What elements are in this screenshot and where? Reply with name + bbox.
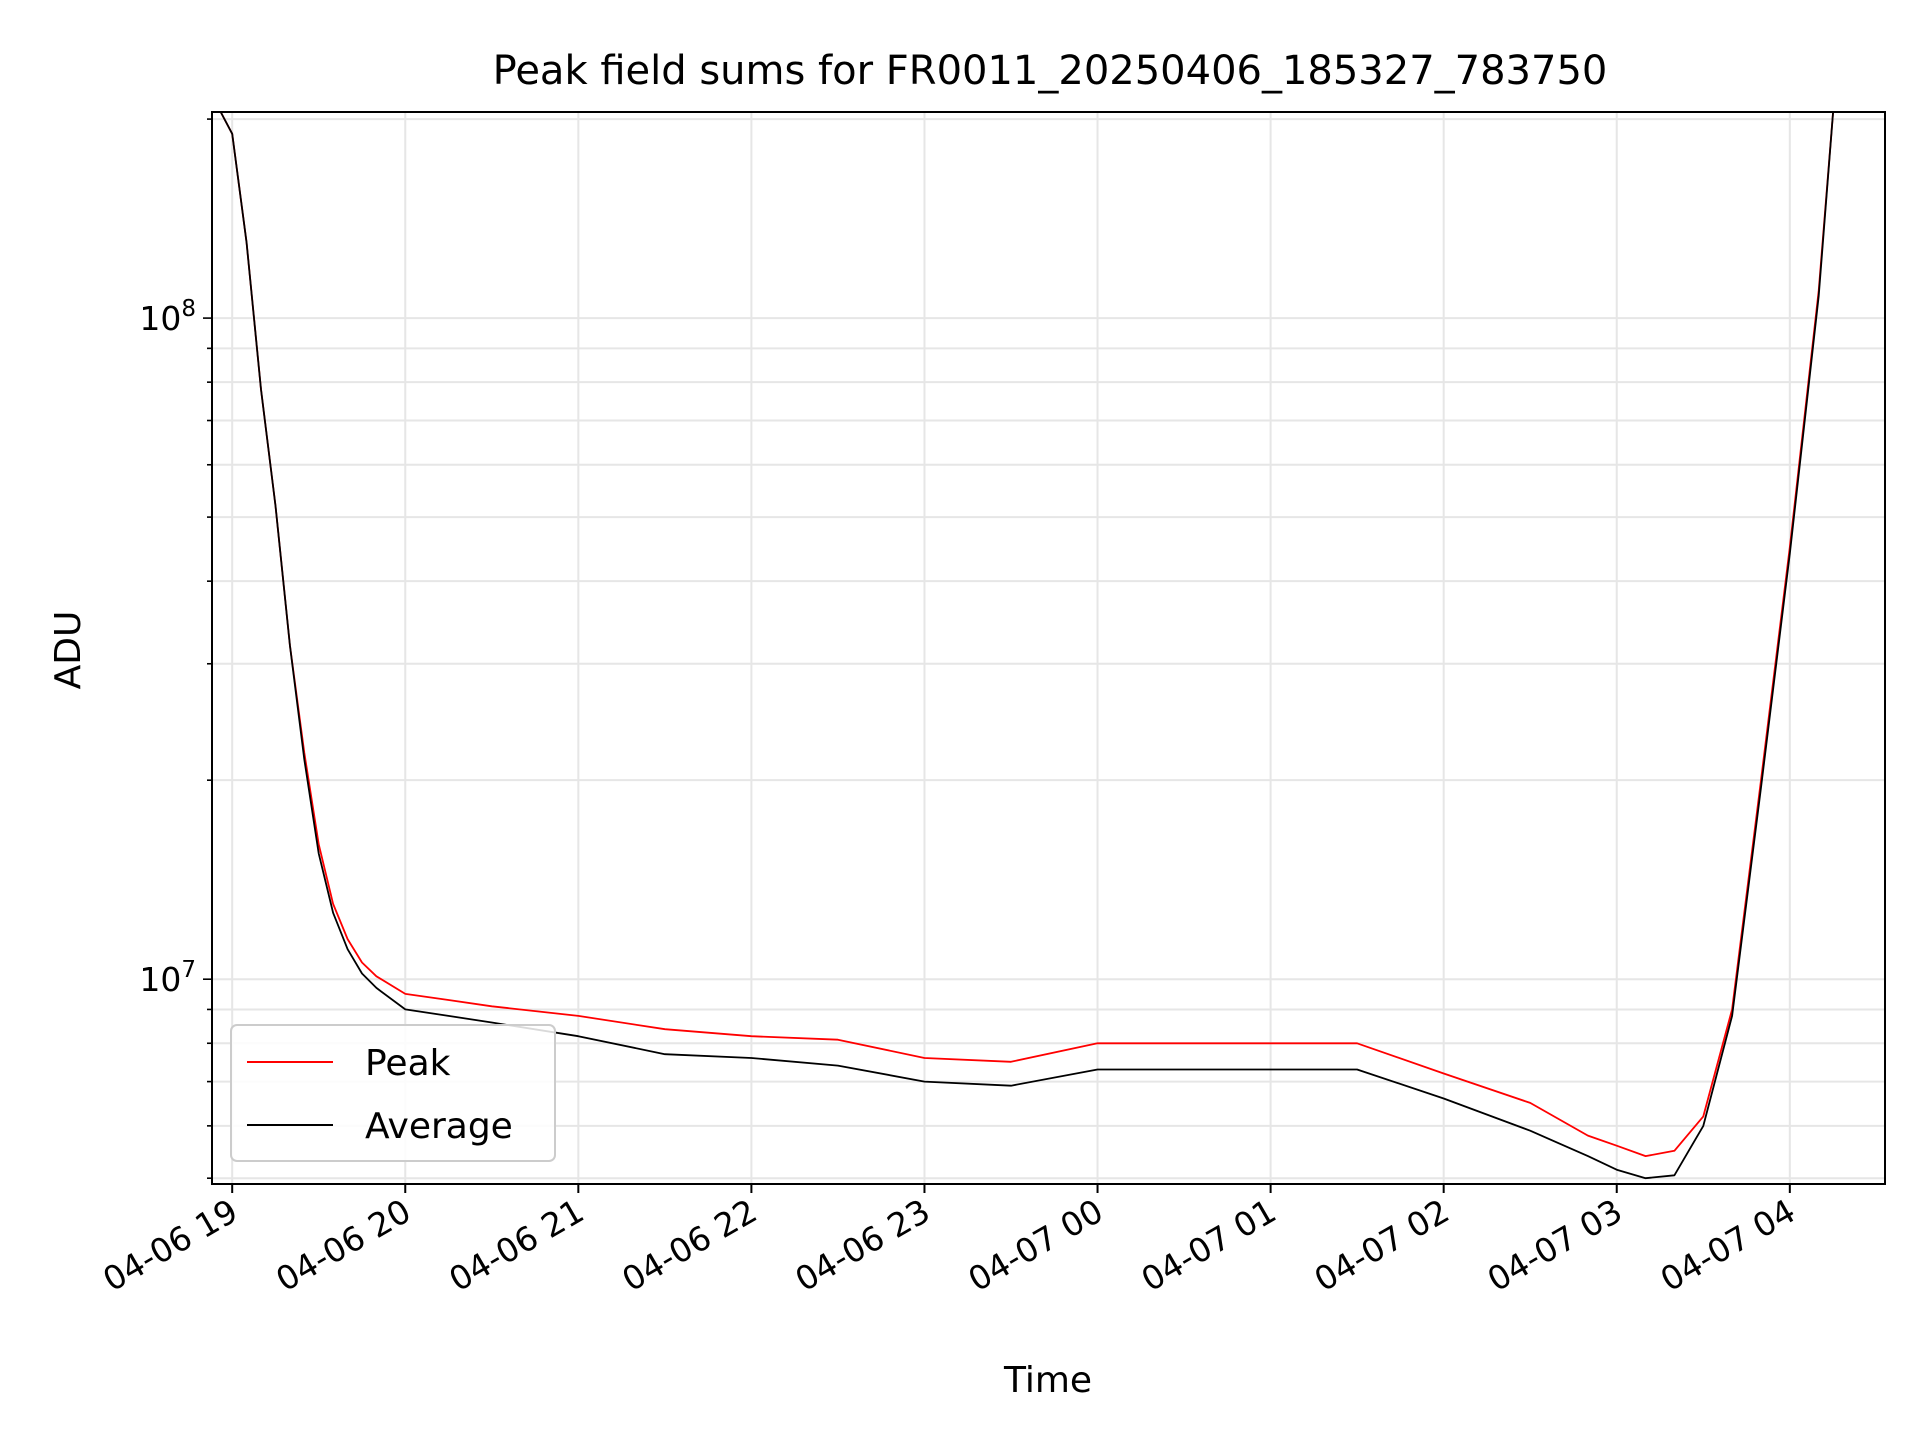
y-tick-label: 107	[139, 957, 196, 999]
plot-frame	[211, 111, 1886, 1185]
legend-box	[230, 1024, 556, 1162]
y-axis-label: ADU	[48, 611, 89, 690]
legend-label-average: Average	[365, 1106, 513, 1147]
chart-title: Peak field sums for FR0011_20250406_1853…	[493, 48, 1608, 94]
y-tick-label: 108	[139, 296, 196, 338]
x-axis-label: Time	[1003, 1360, 1092, 1401]
legend: Peak Average	[230, 1024, 556, 1162]
series-layer	[219, 112, 1834, 1180]
legend-label-peak: Peak	[365, 1043, 451, 1084]
series-line-average	[219, 112, 1834, 1180]
